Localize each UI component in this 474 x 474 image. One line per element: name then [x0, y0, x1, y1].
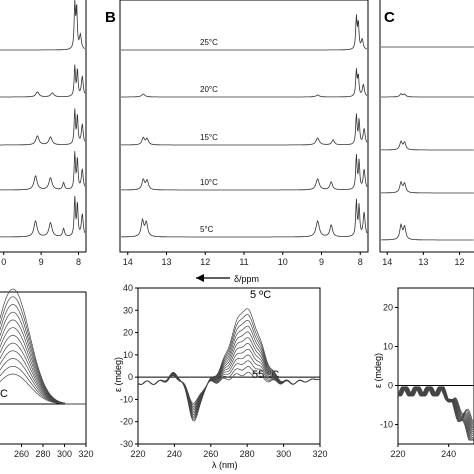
cd-c-x-tick-label: 240 [441, 449, 456, 459]
cd-b-series-line [137, 314, 321, 420]
nmr-panel-a [0, 0, 87, 253]
nmr-a-spectrum [0, 64, 86, 98]
nmr-a-tick-label: 8 [76, 257, 81, 267]
cd-b-y-tick-label: 40 [123, 283, 133, 293]
cd-b-ylabel: ε (mdeg) [113, 357, 123, 392]
cd-panel-c [397, 287, 474, 445]
nmr-c-spectrum [381, 180, 474, 194]
cd-b-y-tick-label: 0 [128, 372, 133, 382]
cd-a-x-tick-label: 260 [14, 449, 29, 459]
nmr-b-tick-label: 11 [239, 257, 248, 267]
nmr-panel-c [379, 0, 474, 253]
nmr-b-tick-label: 13 [161, 257, 171, 267]
cd-a-series-line [0, 327, 86, 405]
cd-b-series-line [137, 331, 321, 416]
cd-b-series-line [137, 319, 321, 419]
cd-b-series-line [137, 366, 321, 406]
nmr-panel-b [119, 0, 369, 253]
nmr-b-temperature-label: 25°C [200, 38, 218, 47]
nmr-c-spectrum [381, 140, 474, 151]
nmr-a-tick-label: 0 [1, 257, 6, 267]
nmr-b-temperature-label: 10°C [200, 178, 218, 187]
nmr-c-tick-label: 12 [455, 257, 465, 267]
cd-a-x-tick-label: 300 [57, 449, 72, 459]
cd-b-y-tick-label: 30 [123, 305, 133, 315]
panel-c-letter: C [384, 9, 395, 26]
cd-b-x-tick-label: 300 [276, 449, 291, 459]
nmr-b-temperature-label: 15°C [200, 133, 218, 142]
nmr-b-tick-label: 12 [200, 257, 210, 267]
nmr-axis-label: δ/ppm [196, 274, 259, 284]
nmr-a-spectrum [0, 108, 86, 146]
cd-b-y-tick-label: 10 [123, 350, 133, 360]
cd-b-x-tick-label: 320 [312, 449, 327, 459]
nmr-b-temperature-label: 20°C [200, 85, 218, 94]
nmr-a-spectrum [0, 0, 86, 51]
nmr-c-tick-label: 14 [382, 257, 392, 267]
cd-b-xlabel: λ (nm) [212, 460, 238, 470]
cd-b-y-tick-label: -10 [120, 394, 133, 404]
cd-b-y-tick-label: -20 [120, 417, 133, 427]
cd-b-y-tick-label: -30 [120, 439, 133, 449]
nmr-b-spectrum [121, 198, 368, 238]
cd-b-series-line [137, 371, 321, 404]
cd-b-annotation-5c: 5 ºC [250, 289, 271, 301]
cd-a-annotation: C [0, 388, 8, 400]
cd-panel-a [0, 291, 87, 445]
nmr-c-spectrum [381, 93, 474, 98]
nmr-b-spectrum [121, 153, 368, 191]
nmr-c-tick-label: 13 [418, 257, 428, 267]
cd-a-x-tick-label: 280 [35, 449, 50, 459]
cd-panel-b [137, 287, 321, 445]
cd-b-x-tick-label: 220 [130, 449, 145, 459]
nmr-a-spectrum [0, 151, 86, 191]
nmr-b-tick-label: 9 [319, 257, 324, 267]
nmr-b-temperature-label: 5°C [200, 225, 214, 234]
cd-c-y-tick-label: 0 [388, 381, 393, 391]
cd-c-y-tick-label: 10 [383, 342, 393, 352]
cd-b-x-tick-label: 280 [240, 449, 255, 459]
cd-b-y-tick-label: 20 [123, 328, 133, 338]
cd-a-x-tick-label: 320 [78, 449, 93, 459]
cd-a-series-line [0, 373, 86, 405]
nmr-b-tick-label: 10 [278, 257, 288, 267]
cd-c-x-tick-label: 220 [390, 449, 405, 459]
nmr-axis-label-text: δ/ppm [234, 274, 259, 284]
cd-c-series-line [397, 386, 474, 441]
panel-b-letter: B [105, 9, 116, 26]
nmr-b-tick-label: 8 [358, 257, 363, 267]
cd-b-x-tick-label: 260 [203, 449, 218, 459]
nmr-b-spectrum [121, 14, 368, 51]
cd-c-y-tick-label: 20 [383, 303, 393, 313]
nmr-a-spectrum [0, 195, 86, 238]
chart-marks: 25°C 20°C 15°C 10°C 5°C 14 13 12 11 10 9 8 0 9 8 14 13 12… [0, 0, 474, 459]
nmr-c-spectrum [381, 223, 474, 241]
nmr-b-spectrum [121, 113, 368, 146]
nmr-a-tick-label: 9 [39, 257, 44, 267]
cd-b-x-tick-label: 240 [167, 449, 182, 459]
cd-c-y-tick-label: -10 [380, 420, 393, 430]
nmr-b-spectrum [121, 68, 368, 98]
nmr-b-tick-label: 14 [123, 257, 133, 267]
cd-c-ylabel: ε (mdeg) [373, 353, 383, 388]
